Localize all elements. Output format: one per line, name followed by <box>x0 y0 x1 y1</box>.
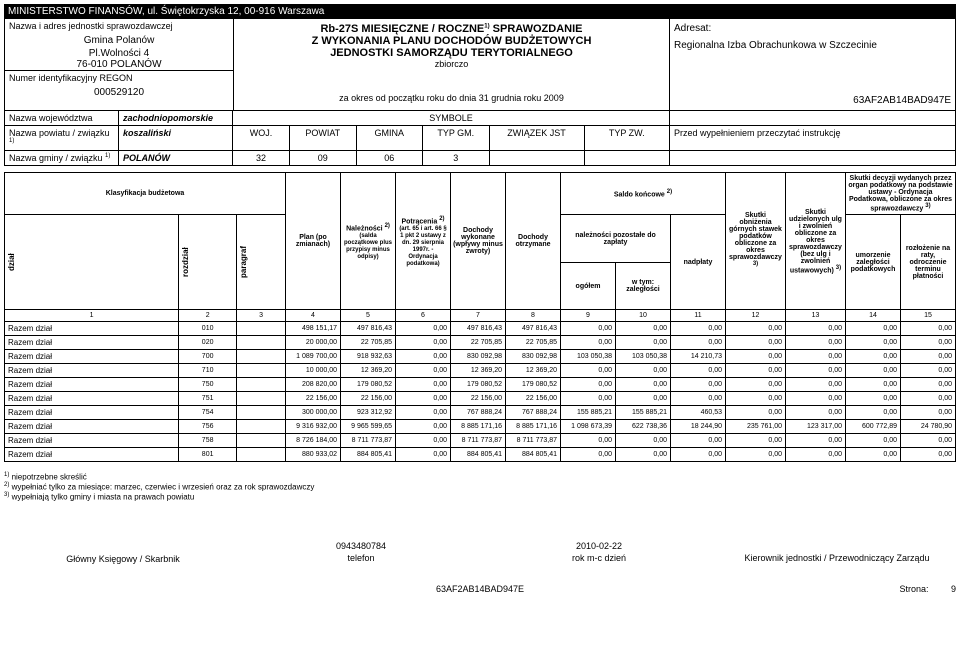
val-gmina: 06 <box>357 151 424 165</box>
bottom-bar: 63AF2AB14BAD947E Strona: 9 <box>4 584 956 594</box>
pow-value: koszaliński <box>119 126 233 150</box>
gmina-name: Gmina Polanów <box>5 33 233 48</box>
table-row: Razem dział7569 316 932,009 965 599,650,… <box>5 420 956 434</box>
val-typzw <box>585 151 671 165</box>
table-row: Razem dział71010 000,0012 369,200,0012 3… <box>5 364 956 378</box>
adresat-label: Adresat: <box>674 23 951 34</box>
strona-label: Strona: <box>899 584 928 594</box>
th-klasyfikacja: Klasyfikacja budżetowa <box>5 173 286 215</box>
table-row: Razem dział801880 933,02884 805,410,0088… <box>5 448 956 462</box>
sig3: rok m-c dzień <box>480 553 718 563</box>
col-typgm: TYP GM. <box>423 126 490 150</box>
th-dochody-otrz: Dochody otrzymane <box>506 173 561 310</box>
empty <box>670 151 955 165</box>
gm-value: POLANÓW <box>119 151 233 165</box>
zbiorczo: zbiorczo <box>238 59 665 69</box>
unit-label: Nazwa i adres jednostki sprawozdawczej <box>5 19 233 33</box>
report-title-3: JEDNOSTKI SAMORZĄDU TERYTORIALNEGO <box>238 47 665 59</box>
gmina-row: Nazwa gminy / związku 1) POLANÓW 32 09 0… <box>4 151 956 166</box>
powiat-row: Nazwa powiatu / związku 1) koszaliński W… <box>4 126 956 151</box>
woj-label: Nazwa województwa <box>5 111 119 125</box>
sig2: telefon <box>242 553 480 563</box>
regon-value: 000529120 <box>5 85 233 100</box>
table-row: Razem dział7001 089 700,00918 932,630,00… <box>5 350 956 364</box>
th-nadplaty: nadpłaty <box>671 215 726 310</box>
report-title-1: Rb-27S MIESIĘCZNE / ROCZNE1) SPRAWOZDANI… <box>238 23 665 35</box>
table-row: Razem dział750208 820,00179 080,520,0017… <box>5 378 956 392</box>
th-potracenia: Potrącenia 2) (art. 65 i art. 66 § 1 pkt… <box>396 173 451 310</box>
sig4: Kierownik jednostki / Przewodniczący Zar… <box>718 553 956 563</box>
col-typzw: TYP ZW. <box>585 126 671 150</box>
th-skutki-obn: Skutki obniżenia górnych stawek podatków… <box>726 173 786 310</box>
instrukcja: Przed wypełnieniem przeczytać instrukcję <box>670 126 955 150</box>
ministry-bar: MINISTERSTWO FINANSÓW, ul. Świętokrzyska… <box>4 4 956 19</box>
val-powiat: 09 <box>290 151 357 165</box>
table-row: Razem dział7588 726 184,008 711 773,870,… <box>5 434 956 448</box>
th-rozlozenie: rozłożenie na raty, odroczenie terminu p… <box>901 215 956 310</box>
header-block: Nazwa i adres jednostki sprawozdawczej G… <box>4 19 956 111</box>
regon-label: Numer identyfikacyjny REGON <box>5 70 233 85</box>
sig3-top: 2010-02-22 <box>480 541 718 551</box>
col-gmina: GMINA <box>357 126 424 150</box>
th-skutki-dec: Skutki decyzji wydanych przez organ poda… <box>846 173 956 215</box>
table-row: Razem dział010498 151,17497 816,430,0049… <box>5 322 956 336</box>
address2: 76-010 POLANÓW <box>5 59 233 70</box>
val-woj: 32 <box>233 151 290 165</box>
th-wtym: w tym:zaległości <box>616 262 671 310</box>
main-data-table: Klasyfikacja budżetowa Plan (po zmianach… <box>4 172 956 462</box>
th-saldo: Saldo końcowe 2) <box>561 173 726 215</box>
page-num: 9 <box>951 584 956 594</box>
report-title-2: Z WYKONANIA PLANU DOCHODÓW BUDŻETOWYCH <box>238 35 665 47</box>
symbole-label: SYMBOLE <box>233 111 670 125</box>
pow-label: Nazwa powiatu / związku 1) <box>5 126 119 150</box>
table-row: Razem dział02020 000,0022 705,850,0022 7… <box>5 336 956 350</box>
th-naleznosci: Należności 2) (salda początkowe plus prz… <box>341 173 396 310</box>
empty-cell <box>670 111 955 125</box>
th-paragraf: paragraf <box>237 215 286 310</box>
th-skutki-udz: Skutki udzielonych ulg i zwolnień oblicz… <box>786 173 846 310</box>
th-dzial: dział <box>5 215 179 310</box>
header-code: 63AF2AB14BAD947E <box>674 95 951 106</box>
th-umorzenie: umorzenie zaległości podatkowych <box>846 215 901 310</box>
th-plan: Plan (po zmianach) <box>286 173 341 310</box>
sig1: Główny Księgowy / Skarbnik <box>4 553 242 564</box>
col-numbers-row: 123 456 789 101112 131415 <box>5 310 956 322</box>
bottom-code: 63AF2AB14BAD947E <box>323 584 637 594</box>
col-powiat: POWIAT <box>290 126 357 150</box>
col-woj: WOJ. <box>233 126 290 150</box>
address1: Pl.Wolności 4 <box>5 48 233 59</box>
woj-row: Nazwa województwa zachodniopomorskie SYM… <box>4 111 956 126</box>
table-row: Razem dział75122 156,0022 156,000,0022 1… <box>5 392 956 406</box>
footer-signatures: Główny Księgowy / Skarbnik 0943480784 te… <box>4 541 956 564</box>
sig2-top: 0943480784 <box>242 541 480 551</box>
period: za okres od początku roku do dnia 31 gru… <box>238 93 665 103</box>
woj-value: zachodniopomorskie <box>119 111 233 125</box>
table-row: Razem dział754300 000,00923 312,920,0076… <box>5 406 956 420</box>
val-zwjst <box>490 151 585 165</box>
th-dochody-wyk: Dochody wykonane (wpływy minus zwroty) <box>451 173 506 310</box>
footnotes: 1) niepotrzebne skreślić 2) wypełniać ty… <box>4 472 956 501</box>
th-rozdzial: rozdział <box>179 215 237 310</box>
val-typgm: 3 <box>423 151 490 165</box>
th-ogolem: ogółem <box>561 262 616 310</box>
gm-label: Nazwa gminy / związku 1) <box>5 151 119 165</box>
col-zwjst: ZWIĄZEK JST <box>490 126 585 150</box>
adresat-value: Regionalna Izba Obrachunkowa w Szczecini… <box>674 40 951 51</box>
th-nalez-poz: należności pozostałe do zapłaty <box>561 215 671 263</box>
